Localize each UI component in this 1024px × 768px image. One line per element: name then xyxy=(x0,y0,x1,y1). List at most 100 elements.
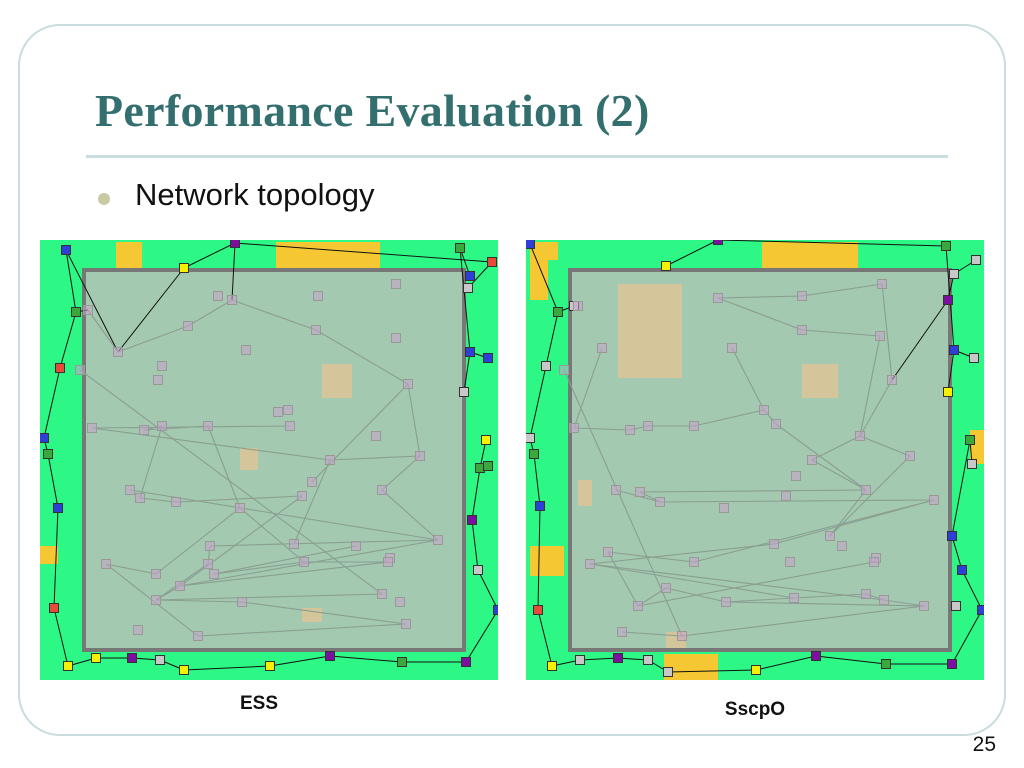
sensor-node xyxy=(151,569,161,579)
terrain-tan-patch xyxy=(802,364,838,398)
network-link xyxy=(65,249,119,353)
sensor-node xyxy=(807,455,817,465)
sensor-node xyxy=(235,503,245,513)
sensor-node xyxy=(171,497,181,507)
ess-topology-panel xyxy=(40,240,498,680)
sensor-node xyxy=(611,485,621,495)
network-link xyxy=(589,543,775,565)
sensor-node xyxy=(87,423,97,433)
network-link xyxy=(155,599,243,603)
sensor-node xyxy=(473,565,483,575)
network-link xyxy=(529,243,559,313)
sensor-node xyxy=(947,659,957,669)
sensor-node xyxy=(157,421,167,431)
network-link xyxy=(579,657,619,661)
sensor-node xyxy=(227,295,237,305)
sensor-node xyxy=(635,487,645,497)
sensor-node xyxy=(179,665,189,675)
terrain-tan-patch xyxy=(322,364,352,398)
network-link xyxy=(815,655,887,665)
network-link xyxy=(883,599,925,607)
terrain-yellow-patch xyxy=(530,242,558,260)
network-link xyxy=(407,383,421,457)
sensor-node xyxy=(661,261,671,271)
sensor-node xyxy=(83,305,93,315)
sensor-node xyxy=(689,421,699,431)
network-link xyxy=(463,351,471,393)
sensor-node xyxy=(553,307,563,317)
network-link xyxy=(155,507,241,575)
bullet-icon xyxy=(98,193,110,205)
sensor-node xyxy=(617,627,627,637)
network-link xyxy=(187,299,233,327)
sensor-node xyxy=(459,387,469,397)
sensor-node xyxy=(943,387,953,397)
terrain-yellow-patch xyxy=(530,546,564,576)
sensor-node xyxy=(135,493,145,503)
sensor-node xyxy=(383,557,393,567)
terrain-yellow-patch xyxy=(530,260,548,300)
sensor-node xyxy=(283,405,293,415)
sensor-node xyxy=(965,435,975,445)
slide-title: Performance Evaluation (2) xyxy=(95,85,650,136)
sensor-node xyxy=(391,333,401,343)
sensor-node xyxy=(541,361,551,371)
sensor-node xyxy=(811,651,821,661)
sensor-node xyxy=(969,353,979,363)
network-link xyxy=(717,295,803,299)
network-link xyxy=(891,299,949,381)
sensor-node xyxy=(151,595,161,605)
network-link xyxy=(91,427,331,461)
sensor-node xyxy=(526,240,535,249)
sensor-node xyxy=(785,557,795,567)
sensor-node xyxy=(643,421,653,431)
sensor-node xyxy=(713,240,723,245)
network-link xyxy=(197,623,407,637)
sensor-node xyxy=(49,603,59,613)
deployment-area xyxy=(82,268,466,652)
sensor-node xyxy=(465,271,475,281)
sensor-node xyxy=(713,293,723,303)
sensor-node xyxy=(401,619,411,629)
network-link xyxy=(471,519,479,571)
sensor-node xyxy=(230,240,240,248)
sensor-node xyxy=(325,651,335,661)
network-link xyxy=(665,240,719,267)
network-link xyxy=(859,435,911,457)
network-link xyxy=(951,609,983,665)
sensor-node xyxy=(877,279,887,289)
sensor-node xyxy=(727,343,737,353)
network-link xyxy=(183,665,271,671)
network-link xyxy=(65,249,77,313)
slide-number: 25 xyxy=(972,733,996,756)
sensor-node xyxy=(625,425,635,435)
sensor-node xyxy=(949,345,959,355)
network-link xyxy=(811,435,861,461)
ess-topology-map xyxy=(40,240,498,680)
network-link xyxy=(639,489,867,493)
sensor-node xyxy=(273,407,283,417)
sensor-node xyxy=(203,421,213,431)
sensor-node xyxy=(183,321,193,331)
network-link xyxy=(755,655,817,671)
network-link xyxy=(829,489,867,537)
sensor-node xyxy=(205,541,215,551)
sensor-node xyxy=(585,559,595,569)
sensor-node xyxy=(213,291,223,301)
sensor-node xyxy=(943,295,953,305)
sensor-node xyxy=(719,503,729,513)
network-link xyxy=(573,347,603,429)
sensor-node xyxy=(203,559,213,569)
network-link xyxy=(477,569,498,611)
network-link xyxy=(951,439,971,537)
sensor-node xyxy=(71,307,81,317)
network-link xyxy=(545,311,559,367)
sensor-node xyxy=(101,559,111,569)
network-link xyxy=(725,601,925,607)
network-link xyxy=(961,569,983,611)
sensor-node xyxy=(91,653,101,663)
sensor-node xyxy=(643,655,653,665)
network-link xyxy=(79,369,383,595)
network-link xyxy=(607,551,695,563)
sensor-node xyxy=(663,667,673,677)
